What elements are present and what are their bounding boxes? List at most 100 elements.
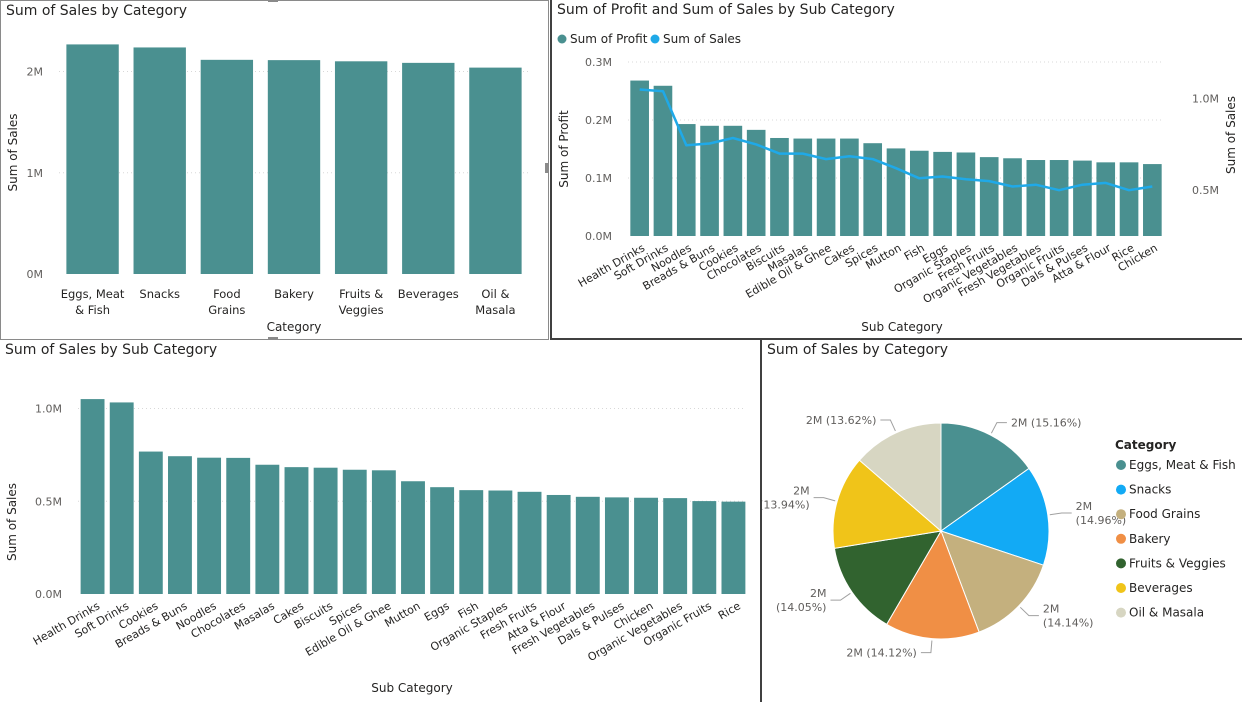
- bar: [313, 467, 338, 594]
- legend-marker: [1116, 607, 1126, 618]
- chart-panel-sales-by-subcategory[interactable]: Sum of Sales by Sub Category 0.0M 0.5M 1.0…: [0, 340, 762, 702]
- data-label: 2M (14.12%): [846, 647, 917, 660]
- legend-marker: [557, 34, 567, 44]
- bar: [721, 501, 746, 594]
- y-tick-label: 1M: [27, 167, 44, 180]
- bar: [109, 402, 134, 594]
- legend-marker: [1116, 558, 1126, 569]
- resize-handle[interactable]: [268, 0, 278, 2]
- bar: [517, 491, 542, 594]
- legend-label: Sum of Sales: [663, 32, 741, 46]
- data-label: (14.05%): [776, 601, 827, 614]
- y-axis-title: Sum of Sales: [6, 113, 20, 191]
- pie-slice: [940, 422, 1030, 532]
- bar: [1119, 162, 1139, 236]
- bar: [430, 487, 455, 594]
- x-axis-title: Sub Category: [861, 320, 942, 334]
- bar: [226, 457, 251, 594]
- bar: [284, 467, 309, 594]
- legend-marker: [1116, 484, 1126, 495]
- chart-panel-profit-sales-by-subcategory[interactable]: Sum of Profit and Sum of Sales by Sub Ca…: [550, 0, 1242, 340]
- bar: [133, 47, 186, 274]
- bar: [653, 85, 673, 236]
- x-tick-label: Veggies: [339, 303, 384, 317]
- bar: [979, 157, 999, 236]
- bar: [168, 456, 192, 594]
- resize-handle[interactable]: [268, 337, 278, 340]
- bar: [1143, 164, 1162, 236]
- data-label: 2M (15.16%): [1011, 417, 1082, 430]
- data-label: 2M (13.62%): [806, 414, 877, 427]
- bar: [1096, 162, 1116, 236]
- leader-line: [990, 422, 1007, 434]
- legend-marker: [1116, 509, 1126, 520]
- bar: [909, 150, 929, 236]
- legend-label: Eggs, Meat & Fish: [1129, 458, 1236, 472]
- y-axis-title: Sum of Profit: [557, 110, 571, 188]
- y2-tick-label: 1.0M: [1192, 93, 1219, 106]
- bar: [746, 129, 766, 236]
- x-tick-label: Bakery: [274, 287, 314, 301]
- bar: [66, 44, 119, 274]
- chart-panel-sales-by-category[interactable]: Sum of Sales by Category 0M 1M 2M Eggs, Mea…: [0, 0, 549, 340]
- bar: [80, 399, 105, 594]
- x-tick-label: Masala: [475, 303, 515, 317]
- x-tick-label: Rice: [716, 599, 743, 622]
- bar: [692, 501, 717, 594]
- bar: [816, 138, 836, 236]
- y2-axis-title: Sum of Sales: [1224, 96, 1238, 174]
- bar: [334, 61, 388, 274]
- y2-tick-label: 0.5M: [1192, 184, 1219, 197]
- bar: [863, 143, 883, 236]
- bar: [723, 125, 743, 236]
- y-tick-label: 0M: [27, 268, 44, 281]
- bar: [1026, 160, 1046, 236]
- leader-line: [920, 640, 933, 654]
- legend-label: Food Grains: [1129, 507, 1200, 521]
- bar: [371, 470, 396, 594]
- sales-line: [639, 88, 1153, 192]
- leader-line: [813, 497, 836, 502]
- leader-line: [830, 592, 851, 601]
- chart-title: Sum of Profit and Sum of Sales by Sub Ca…: [557, 2, 895, 18]
- pie-slice: [833, 530, 942, 626]
- legend-label: Beverages: [1129, 581, 1193, 595]
- pie-slice: [886, 529, 980, 640]
- bar: [401, 481, 425, 594]
- data-label: (13.94%): [762, 499, 810, 512]
- leader-line: [1019, 606, 1039, 617]
- chart-title: Sum of Sales by Sub Category: [5, 342, 218, 358]
- bar: [700, 125, 719, 236]
- bar: [604, 497, 629, 594]
- y-tick-label: 0.3M: [585, 56, 612, 69]
- pie-slice: [939, 467, 1050, 566]
- bar: [197, 457, 222, 594]
- bar: [840, 138, 859, 236]
- y-tick-label: 0.1M: [585, 172, 612, 185]
- resize-handle[interactable]: [545, 163, 548, 173]
- bar: [402, 62, 455, 274]
- chart-panel-sales-by-category-pie[interactable]: Sum of Sales by Category 2M (15.16%) 2M (1…: [762, 340, 1242, 702]
- pie-chart-sales-by-category: 2M (15.16%)2M(14.96%)2M(14.14%)2M (14.12…: [762, 414, 1236, 660]
- pie-slice: [858, 422, 942, 533]
- pie-slice: [940, 530, 1045, 633]
- legend-marker: [1116, 583, 1126, 593]
- bar: [546, 494, 571, 594]
- legend-label: Sum of Profit: [570, 32, 648, 46]
- bar: [469, 67, 522, 274]
- bar: [488, 490, 513, 594]
- leader-line: [1049, 512, 1072, 516]
- bar: [770, 137, 789, 236]
- bar: [886, 148, 906, 236]
- y-tick-label: 0.0M: [585, 230, 612, 243]
- bar: [634, 497, 658, 594]
- bar: [793, 138, 813, 236]
- bar: [459, 490, 484, 594]
- x-tick-label: Beverages: [398, 287, 459, 301]
- bar: [956, 152, 976, 236]
- combo-chart-profit-sales: Sum of Profit Sum of Sales 0.0M 0.1M 0.2M 0.3…: [557, 32, 1238, 334]
- x-axis-title: Category: [267, 320, 322, 334]
- y-tick-label: 0.5M: [35, 495, 62, 508]
- chart-title: Sum of Sales by Category: [6, 3, 188, 19]
- x-tick-label: Food: [213, 287, 241, 301]
